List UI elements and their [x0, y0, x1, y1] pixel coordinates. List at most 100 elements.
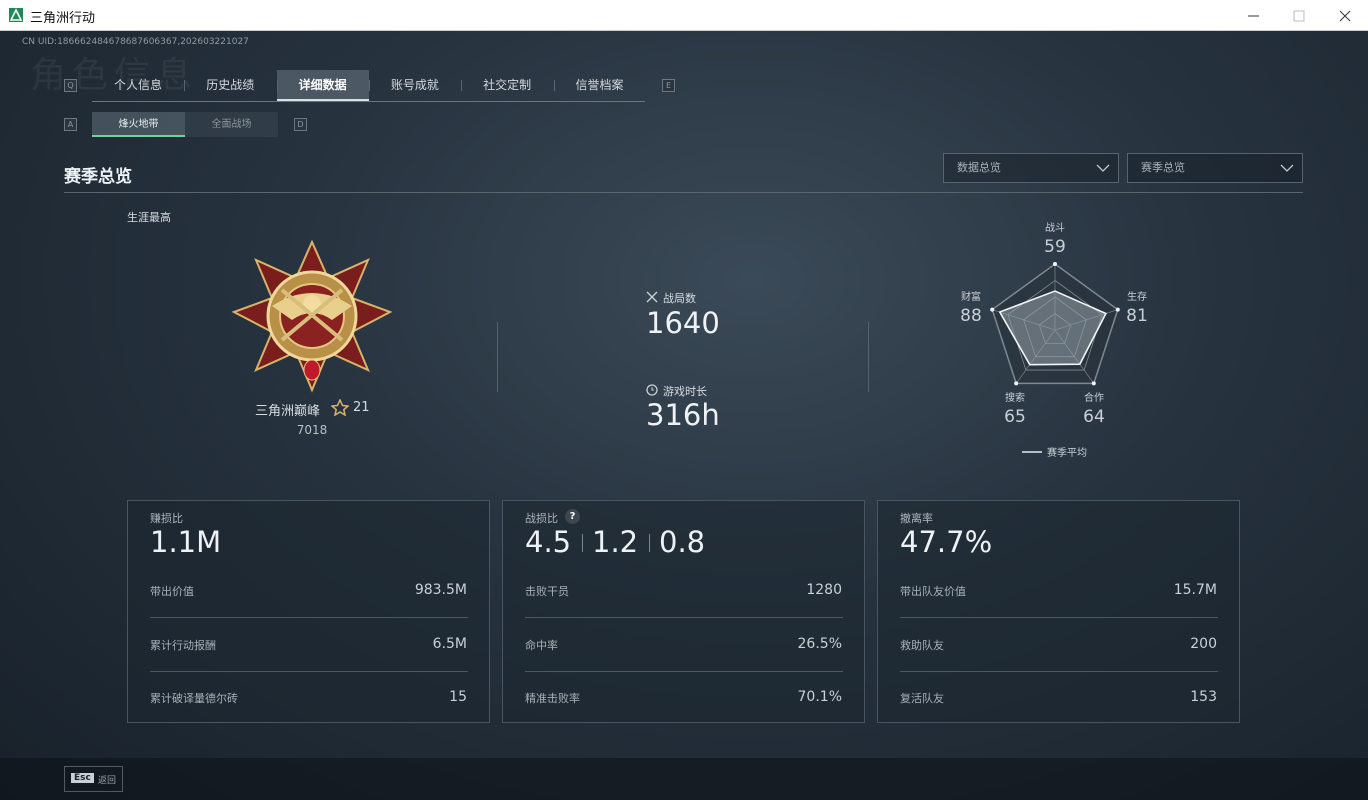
radar-vertex	[1014, 381, 1019, 386]
stat-label: 游戏时长	[663, 385, 707, 398]
radar-axis-value: 81	[1126, 306, 1148, 326]
row-separator	[900, 617, 1218, 618]
tab[interactable]: 社交定制	[483, 78, 532, 92]
divider	[868, 322, 869, 392]
stat-label: 战局数	[663, 292, 696, 305]
row-value: 153	[1190, 689, 1217, 705]
row-value: 983.5M	[414, 582, 467, 598]
stat-icon	[646, 384, 658, 396]
tab[interactable]: 历史战绩	[206, 78, 255, 92]
tab-separator	[276, 80, 278, 91]
row-value: 26.5%	[797, 635, 842, 652]
row-separator	[525, 617, 843, 618]
stat-card: 赚损比 1.1M 带出价值 983.5M 累计行动报酬 6.5M 累计破译量德尔砖 15	[127, 500, 490, 723]
window-controls[interactable]	[1240, 8, 1360, 24]
tab[interactable]: 详细数据	[276, 70, 369, 101]
radar-vertex	[990, 307, 995, 312]
row-value: 70.1%	[797, 689, 842, 705]
row-label: 击败干员	[525, 585, 569, 598]
row-label: 救助队友	[900, 638, 944, 652]
key-hint: Esc	[71, 773, 94, 783]
row-value: 15	[449, 689, 467, 705]
card-big-value: 1.1M	[150, 525, 222, 559]
rank-stars: 21	[353, 400, 370, 415]
uid: CN UID:186662484678687606367,20260322102…	[22, 37, 249, 47]
legend-label: 赛季平均	[1047, 446, 1087, 459]
key-hint: D	[294, 118, 307, 131]
back-label: 返回	[98, 776, 117, 786]
back-button[interactable]: Esc 返回	[64, 766, 123, 792]
section-title: 赛季总览	[64, 167, 132, 187]
radar-axis-label: 搜索	[1005, 391, 1025, 404]
big-separator	[582, 534, 583, 552]
card-big-value: 4.5	[525, 525, 572, 559]
dropdown-label: 赛季总览	[1141, 161, 1185, 174]
radar-axis-label: 合作	[1084, 391, 1104, 404]
tab-separator	[553, 80, 555, 91]
row-separator	[900, 670, 1218, 672]
row-label: 复活队友	[900, 692, 944, 705]
divider	[64, 192, 1303, 193]
card-label: 战损比	[525, 512, 558, 525]
chevron	[1096, 164, 1110, 172]
dropdown-label: 数据总览	[957, 161, 1001, 174]
radar-vertex	[1053, 262, 1057, 266]
row-separator	[525, 670, 843, 672]
help-icon[interactable]: ?	[565, 509, 580, 524]
stat-value: 1640	[646, 306, 720, 340]
tab[interactable]: 账号成就	[390, 78, 439, 92]
tab-separator	[461, 80, 463, 91]
app-icon	[9, 8, 23, 22]
row-separator	[150, 670, 468, 672]
big-separator	[649, 534, 650, 552]
card-big-value: 47.7%	[900, 525, 993, 559]
radar-axis-value: 59	[1044, 237, 1066, 257]
subtab[interactable]: 全面战场	[185, 112, 278, 137]
row-label: 带出价值	[150, 585, 194, 598]
radar-area	[998, 290, 1107, 366]
radar-axis-value: 88	[960, 306, 982, 326]
stat-card: 战损比? 4.5 1.2 0.8 击败干员 1280 命中率 26.5% 精准击败率 70.1%	[502, 500, 865, 723]
row-value: 6.5M	[432, 635, 467, 652]
radar-vertex	[1091, 381, 1096, 386]
tab-separator	[184, 80, 186, 91]
stat-icon	[646, 291, 658, 303]
row-value: 200	[1190, 635, 1217, 652]
stat-card: 撤离率 47.7% 带出队友价值 15.7M 救助队友 200 复活队友 153	[877, 500, 1240, 723]
radar-chart: 战斗 59 生存 81 合作 64 搜索 65 财富 88 赛季平均	[960, 222, 1148, 459]
key-hint: A	[64, 118, 77, 131]
dropdown[interactable]: 赛季总览	[1127, 153, 1303, 183]
star-icon	[331, 399, 349, 416]
card-big-value: 0.8	[659, 525, 706, 559]
tab[interactable]: 信誉档案	[575, 78, 624, 92]
rank-points: 7018	[296, 423, 328, 437]
tab-underline	[92, 101, 645, 102]
row-value: 15.7M	[1173, 582, 1217, 598]
row-value: 1280	[806, 582, 842, 598]
card-big-value: 1.2	[592, 525, 639, 559]
dropdown[interactable]: 数据总览	[943, 153, 1119, 183]
row-label: 带出队友价值	[900, 585, 966, 598]
footer-bar	[0, 758, 1368, 800]
radar-axis-value: 64	[1083, 407, 1105, 427]
chevron	[1280, 164, 1294, 172]
card-label: 赚损比	[150, 512, 183, 525]
subtab-label: 全面战场	[211, 119, 252, 130]
row-separator	[150, 617, 468, 618]
rank-medal	[232, 240, 392, 393]
radar-axis-label: 战斗	[1045, 222, 1065, 234]
row-label: 精准击败率	[525, 692, 580, 705]
subtab[interactable]: 烽火地带	[92, 112, 185, 137]
card-label: 撤离率	[900, 512, 933, 525]
row-label: 命中率	[525, 638, 558, 652]
radar-vertex	[1115, 307, 1120, 312]
title-bar: 三角洲行动	[0, 0, 1368, 31]
window-title: 三角洲行动	[30, 11, 96, 26]
tab[interactable]: 个人信息	[113, 78, 162, 92]
key-hint: Q	[64, 79, 77, 92]
tab-separator	[368, 80, 370, 91]
key-hint: E	[662, 79, 675, 92]
row-label: 累计行动报酬	[150, 638, 216, 652]
